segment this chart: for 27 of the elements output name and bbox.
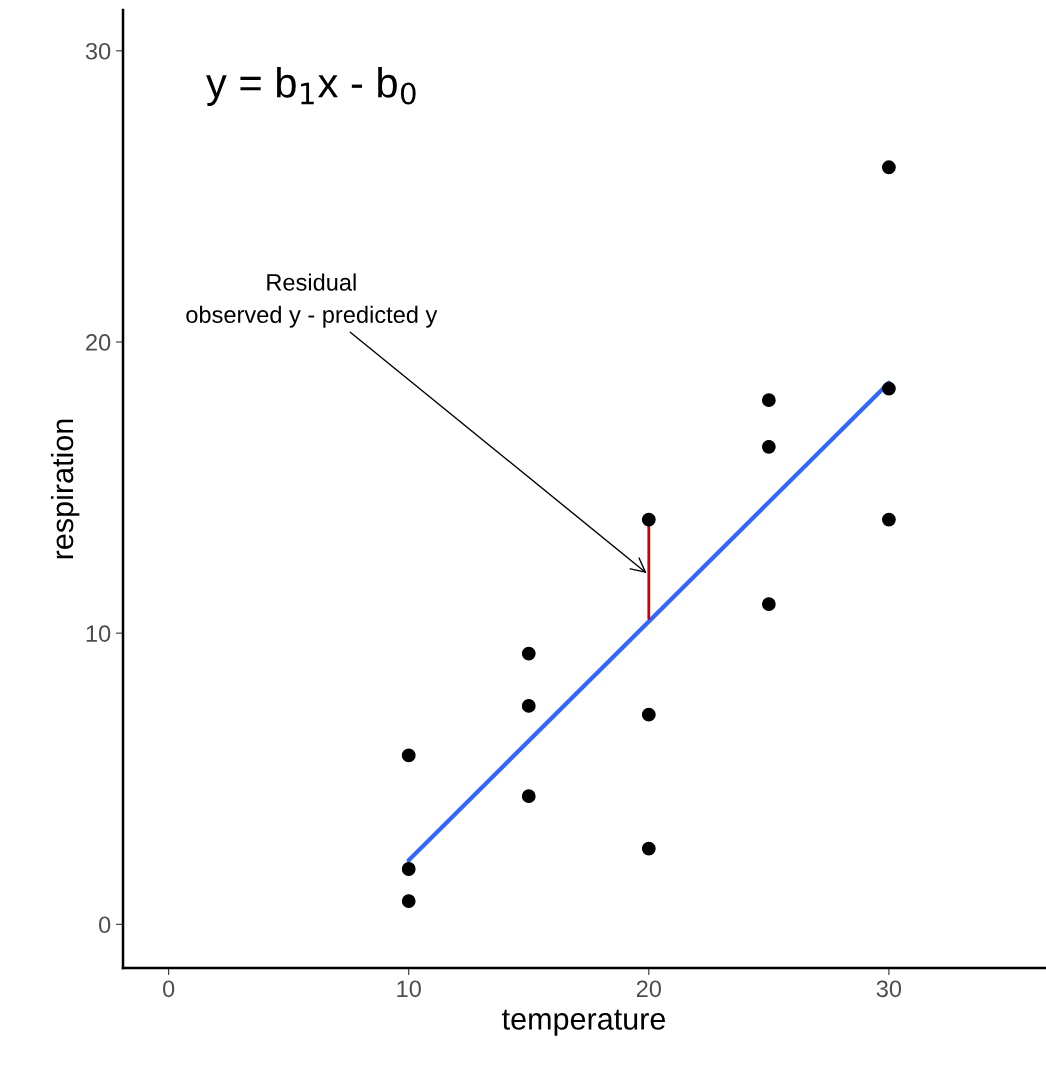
point (641, 512, 656, 527)
y-tick-label: 10 (86, 625, 111, 642)
point (401, 748, 416, 763)
point (401, 862, 416, 876)
point (521, 699, 536, 713)
point (521, 646, 536, 661)
point (881, 160, 896, 175)
point (641, 841, 656, 856)
point (761, 439, 776, 454)
point (401, 894, 416, 908)
point (881, 381, 896, 396)
point (881, 512, 896, 527)
y-tick-label: 20 (86, 334, 111, 351)
point (521, 789, 536, 804)
x-tick-label: 10 (397, 980, 421, 998)
point (761, 597, 776, 611)
y-axis-title: respiration (50, 419, 80, 559)
x-tick-label: 20 (636, 980, 662, 998)
annotation: Residual observed y - predicted y (186, 273, 438, 328)
y-tick-label: 0 (99, 916, 111, 934)
point (761, 393, 776, 408)
x-tick-label: 0 (162, 980, 175, 998)
y-tick-label: 30 (85, 42, 111, 60)
annotation: y = b$_{1}$x - b$_{0}$ (206, 67, 416, 106)
x-axis-title: temperature (502, 1009, 665, 1036)
x-tick-label: 30 (876, 980, 902, 998)
point (641, 707, 656, 722)
